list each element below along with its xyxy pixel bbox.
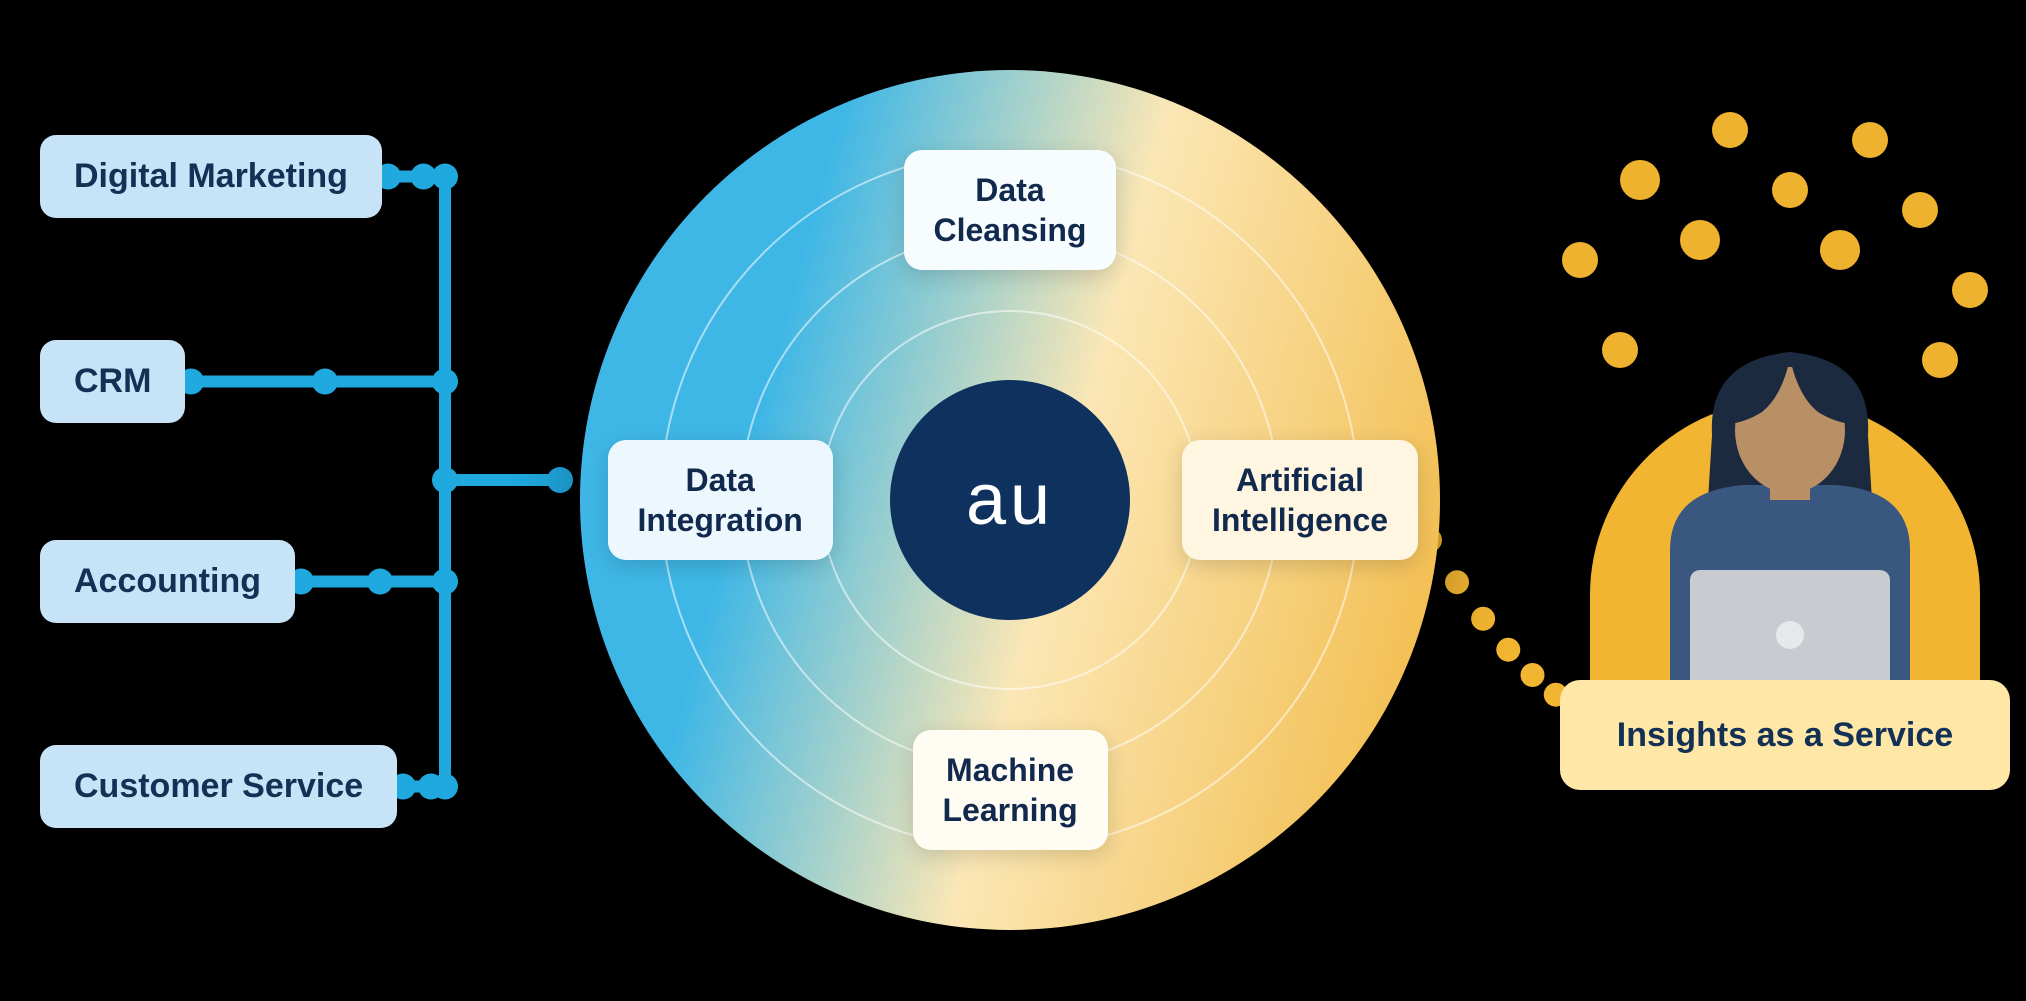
avatar-illustration (0, 0, 2026, 1001)
output-insights: Insights as a Service (1560, 680, 2010, 790)
